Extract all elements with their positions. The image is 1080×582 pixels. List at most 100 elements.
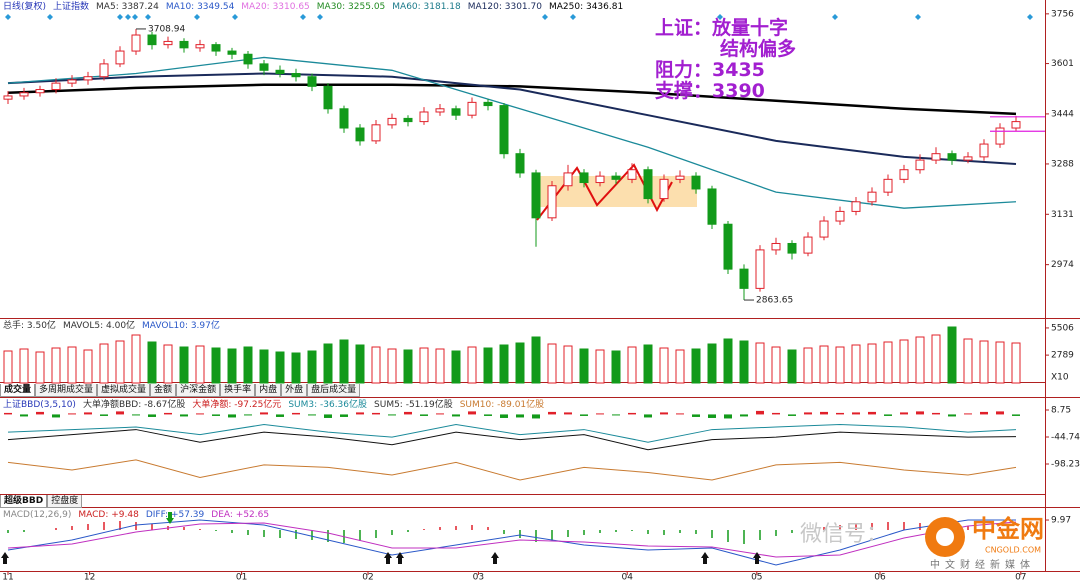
event-marker	[542, 14, 548, 20]
header-item: DEA: +52.65	[211, 510, 270, 520]
candle-body	[451, 108, 461, 116]
candle-body	[51, 82, 61, 91]
candle-body	[851, 201, 861, 212]
event-marker	[232, 14, 238, 20]
candle-body	[627, 169, 637, 180]
bbd-bar	[980, 411, 988, 415]
volume-bar	[371, 346, 381, 384]
candle-body	[419, 111, 429, 123]
volume-bar	[899, 339, 909, 384]
watermark: 微信号： 中金网 CNGOLD.COM 中文财经新媒体	[800, 515, 1044, 571]
candle-body	[243, 53, 253, 65]
x-tick-label: 06	[874, 573, 886, 582]
annotation: 上证：放量十字	[655, 17, 789, 39]
tab[interactable]: 金额	[150, 384, 177, 397]
bbd-bar	[644, 414, 652, 418]
tab[interactable]: 成交量	[0, 384, 36, 397]
tab[interactable]: 虚拟成交量	[97, 384, 151, 397]
event-marker	[317, 14, 323, 20]
annotation: 阻力：3435	[655, 59, 765, 81]
volume-bar	[339, 339, 349, 384]
tab[interactable]: 盘后成交量	[307, 384, 361, 397]
candle-body	[435, 108, 445, 113]
bbd-bar	[388, 414, 396, 416]
volume-bar	[307, 350, 317, 384]
bbd-bar	[500, 414, 508, 418]
tab[interactable]: 控盘度	[47, 495, 83, 508]
tab-bar: 超级BBD 控盘度	[0, 495, 83, 508]
volume-bar	[931, 334, 941, 384]
volume-bar	[387, 348, 397, 384]
watermark-wechat: 微信号：	[800, 522, 888, 547]
tab[interactable]: 沪深金额	[176, 384, 221, 397]
tab[interactable]: 多周期成交量	[35, 384, 98, 397]
volume-bar	[963, 338, 973, 384]
bbd-bar	[868, 411, 876, 415]
bbd-bar	[804, 412, 812, 415]
tab[interactable]: 超级BBD	[0, 495, 48, 508]
candle-body	[99, 63, 109, 78]
header-item: MACD(12,26,9)	[3, 510, 72, 520]
candle-body	[371, 124, 381, 142]
tab[interactable]: 外盘	[281, 384, 308, 397]
signal-arrow	[384, 552, 392, 564]
candle-body	[227, 50, 237, 55]
volume-bar	[723, 338, 733, 384]
candle-body	[211, 44, 221, 52]
y-tick-label: 2974	[1051, 260, 1074, 270]
bbd-bar	[260, 412, 268, 415]
volume-bar	[83, 349, 93, 384]
scale-label: X10	[1051, 373, 1069, 383]
indicator-line	[7, 459, 1017, 481]
volume-bar	[227, 348, 237, 384]
y-tick-label: 3601	[1051, 59, 1074, 69]
bbd-bar	[100, 414, 108, 416]
candle-body	[323, 85, 333, 110]
bbd-bar	[948, 414, 956, 417]
bbd-bar	[36, 411, 44, 415]
bbd-bar	[548, 411, 556, 415]
bbd-bar	[964, 413, 972, 415]
signal-arrow	[1, 552, 9, 564]
bbd-bar	[420, 414, 428, 416]
y-tick-label: 8.75	[1051, 406, 1071, 416]
volume-bar	[979, 340, 989, 384]
tab[interactable]: 换手率	[220, 384, 256, 397]
bbd-bar	[884, 414, 892, 416]
volume-bar	[819, 345, 829, 384]
candle-body	[963, 156, 973, 161]
event-marker	[145, 14, 151, 20]
candle-body	[467, 101, 477, 116]
volume-bar	[771, 346, 781, 384]
range-box	[537, 176, 697, 207]
volume-bar	[947, 326, 957, 384]
volume-bar	[259, 349, 269, 384]
bbd-bar	[660, 412, 668, 415]
annotation: 支撑：3390	[655, 80, 765, 102]
event-marker	[1027, 14, 1033, 20]
volume-bar	[275, 351, 285, 384]
volume-bar	[883, 341, 893, 384]
volume-bar	[291, 352, 301, 384]
bbd-bar	[820, 411, 828, 415]
header-item: 日线(复权)	[3, 2, 47, 12]
bbd-bar	[484, 414, 492, 416]
candle-body	[83, 76, 93, 81]
candle-body	[291, 73, 301, 78]
watermark-site: CNGOLD.COM	[985, 546, 1041, 555]
volume-bar	[131, 334, 141, 384]
bbd-bar	[372, 412, 380, 415]
volume-bar	[179, 346, 189, 384]
bbd-bar	[628, 412, 636, 415]
candle-body	[355, 127, 365, 142]
tab[interactable]: 内盘	[255, 384, 282, 397]
header-item: 上证BBD(3,5,10)	[3, 400, 76, 410]
event-marker	[300, 14, 306, 20]
bbd-bar	[324, 414, 332, 418]
watermark-slogan: 中文财经新媒体	[930, 558, 1035, 571]
candle-body	[259, 63, 269, 71]
event-marker	[717, 14, 723, 20]
candle-body	[835, 210, 845, 222]
volume-bar	[355, 344, 365, 384]
